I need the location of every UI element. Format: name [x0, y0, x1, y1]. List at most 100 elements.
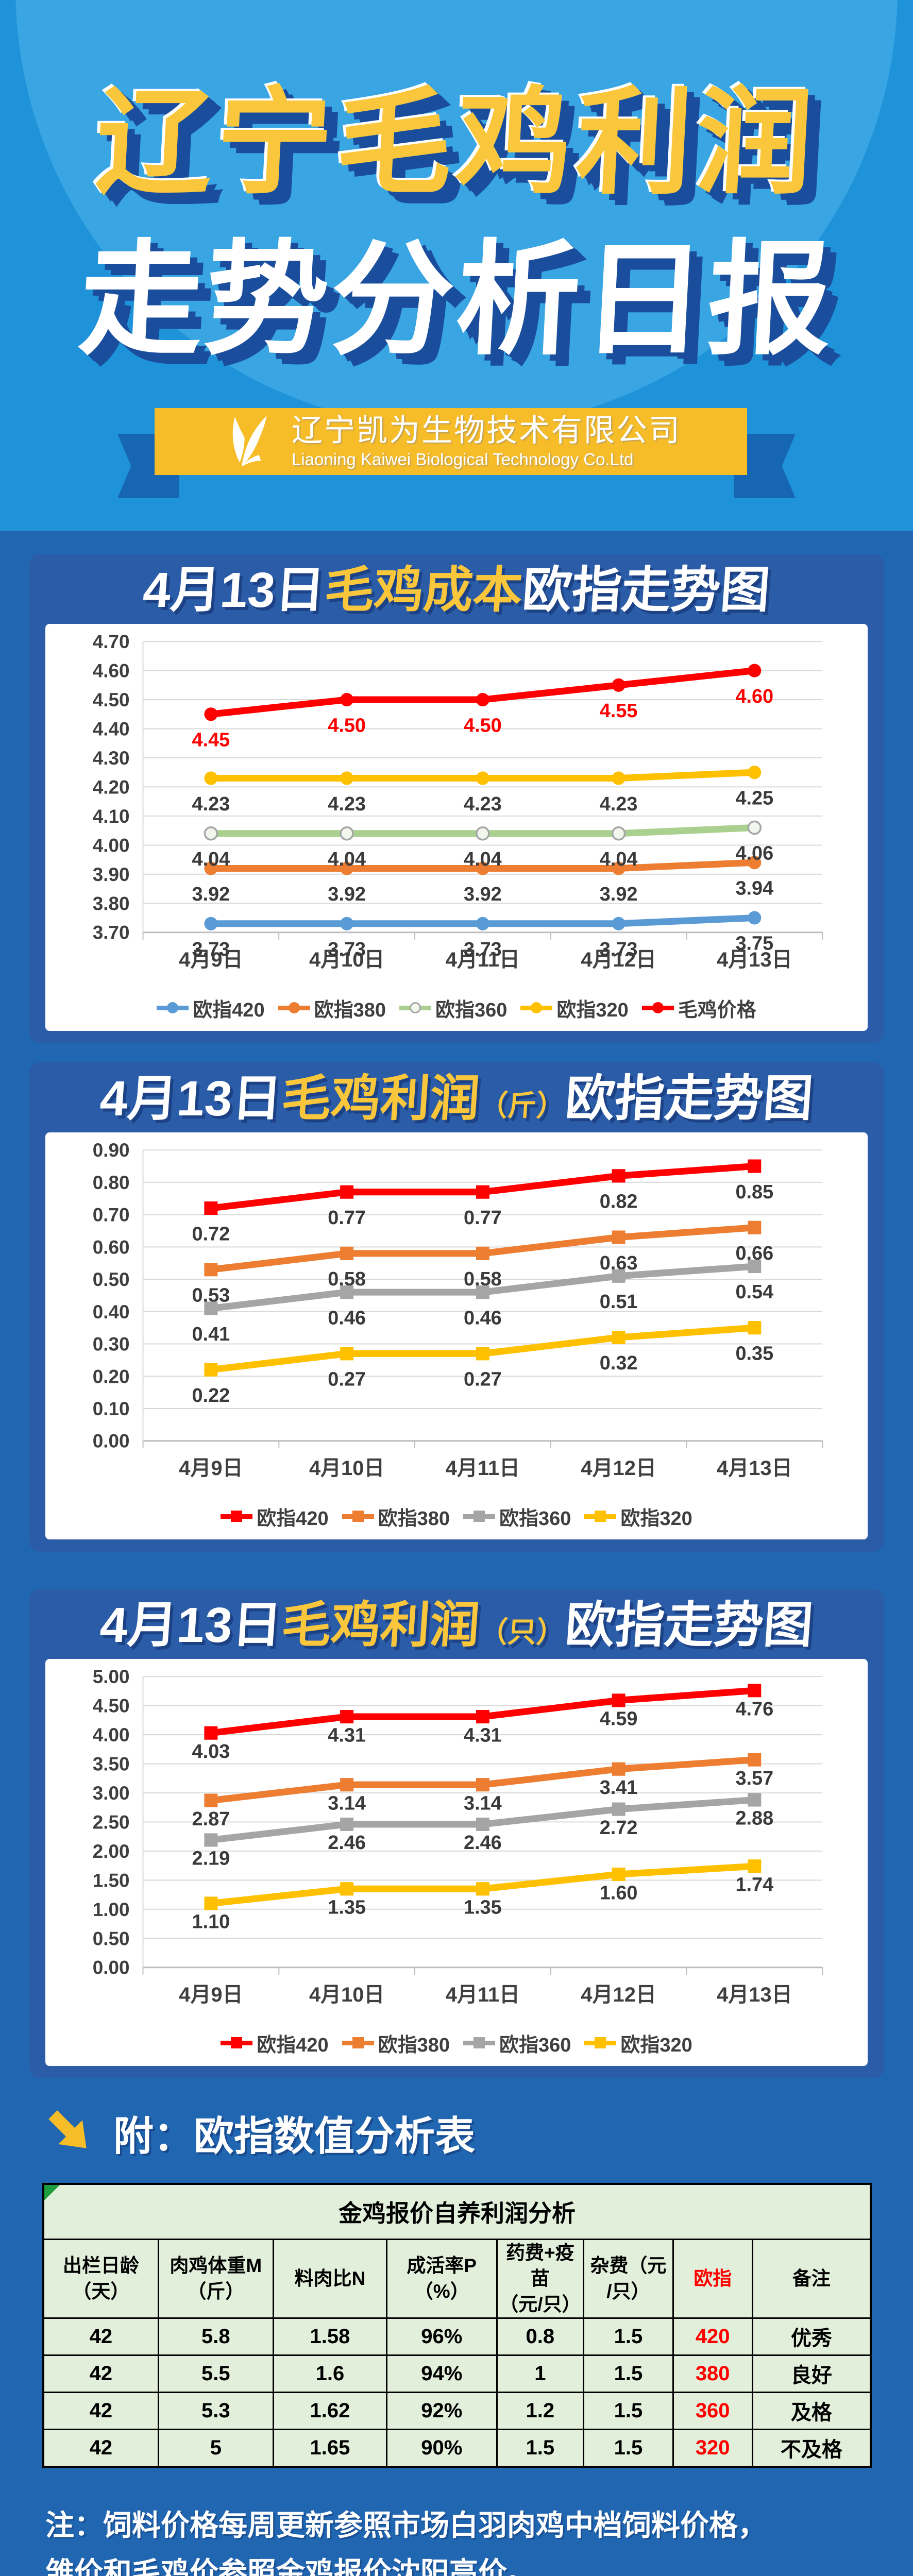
line-chart-profit-bird: 0.00 0.50 1.00 1.50 2.00 2.50 3.00 3.50 4.00 4.50…	[45, 1659, 868, 2027]
analysis-table-wrap: 金鸡报价自养利润分析 出栏日龄 （天） 肉鸡体重M （斤） 料肉比N 成活率P （%） 药费+疫…	[42, 2183, 872, 2468]
svg-text:4.25: 4.25	[735, 788, 773, 809]
svg-text:4.00: 4.00	[93, 835, 130, 856]
table-cell: 42	[42, 2354, 159, 2393]
line-chart-cost: 3.70 3.80 3.90 4.00 4.10 4.20 4.30 4.40 4.50 4.60…	[45, 624, 868, 992]
col-header: 杂费（元/只）	[583, 2239, 674, 2319]
table-cell: 5.5	[157, 2354, 274, 2393]
svg-text:4月12日: 4月12日	[581, 1984, 656, 2006]
svg-text:4月11日: 4月11日	[446, 1984, 520, 2006]
chart-section-profit-jin: 4月13日毛鸡利润（斤）欧指走势图 0.00 0.10 0.20 0.30 0.40 0.…	[29, 1062, 884, 1552]
svg-text:4.45: 4.45	[192, 730, 230, 751]
legend-marker-icon	[278, 1002, 310, 1014]
chart-section-cost: 4月13日毛鸡成本欧指走势图 3.70 3.80 3.90 4.00 4.10 4.20 4…	[29, 554, 884, 1043]
legend-marker-icon	[584, 2037, 617, 2049]
svg-text:0.77: 0.77	[328, 1207, 366, 1229]
table-title: 金鸡报价自养利润分析	[42, 2183, 872, 2240]
svg-text:0.46: 0.46	[328, 1308, 366, 1329]
legend-label: 欧指380	[314, 999, 386, 1021]
svg-text:0.35: 0.35	[735, 1343, 773, 1365]
svg-text:4月10日: 4月10日	[309, 1984, 384, 2006]
company-logo-icon	[232, 415, 267, 467]
svg-text:0.50: 0.50	[93, 1928, 130, 1950]
svg-text:3.75: 3.75	[735, 933, 773, 955]
legend-label: 欧指380	[378, 2034, 450, 2056]
svg-text:4.40: 4.40	[93, 718, 130, 740]
table-cell: 94%	[385, 2354, 498, 2393]
legend-marker-icon	[342, 2037, 374, 2049]
svg-text:4.23: 4.23	[600, 793, 638, 815]
svg-text:4.04: 4.04	[328, 849, 366, 870]
table-cell: 42	[42, 2391, 159, 2430]
legend-marker-icon	[520, 1002, 553, 1014]
svg-text:3.92: 3.92	[328, 884, 366, 905]
svg-text:1.60: 1.60	[600, 1883, 638, 1904]
table-cell: 90%	[385, 2428, 498, 2468]
table-cell: 360	[672, 2391, 753, 2430]
legend-label: 欧指360	[499, 2034, 571, 2056]
table-cell: 1.5	[583, 2428, 674, 2468]
svg-text:4.23: 4.23	[328, 793, 366, 815]
table-cell: 1.2	[496, 2391, 585, 2430]
legend-label: 欧指360	[499, 1507, 571, 1530]
svg-text:4.76: 4.76	[735, 1699, 773, 1720]
svg-text:2.72: 2.72	[600, 1817, 638, 1839]
svg-text:3.73: 3.73	[464, 939, 502, 960]
svg-text:0.30: 0.30	[93, 1333, 130, 1355]
svg-text:3.92: 3.92	[600, 884, 638, 905]
legend-item: 欧指420	[157, 994, 265, 1022]
svg-text:4.30: 4.30	[93, 747, 130, 769]
table-cell: 380	[672, 2354, 753, 2393]
svg-text:4.23: 4.23	[192, 793, 230, 815]
col-header: 出栏日龄 （天）	[42, 2239, 159, 2319]
table-cell: 1.62	[272, 2391, 387, 2430]
svg-text:0.22: 0.22	[192, 1385, 230, 1406]
legend-label: 欧指320	[620, 2034, 692, 2056]
legend-marker-icon	[157, 1002, 189, 1014]
legend-item: 欧指380	[278, 994, 386, 1022]
svg-text:2.00: 2.00	[93, 1840, 130, 1862]
svg-text:4.20: 4.20	[93, 776, 130, 798]
svg-text:3.14: 3.14	[328, 1793, 366, 1815]
svg-text:0.27: 0.27	[328, 1369, 366, 1391]
svg-text:0.46: 0.46	[464, 1308, 502, 1329]
legend-label: 毛鸡价格	[678, 999, 756, 1021]
section-title-profit-jin: 4月13日毛鸡利润（斤）欧指走势图	[98, 1071, 815, 1126]
svg-text:0.51: 0.51	[600, 1291, 638, 1313]
svg-text:4月12日: 4月12日	[581, 1457, 656, 1480]
svg-text:0.32: 0.32	[600, 1353, 638, 1375]
chart-card-profit-jin: 0.00 0.10 0.20 0.30 0.40 0.50 0.60 0.70 0.80 0.90…	[45, 1132, 868, 1540]
svg-text:1.00: 1.00	[93, 1899, 130, 1920]
col-header: 备注	[751, 2239, 872, 2319]
svg-text:1.50: 1.50	[93, 1870, 130, 1891]
main-title-line1: 辽宁毛鸡利润	[93, 78, 820, 208]
col-header: 药费+疫苗 （元/只）	[496, 2239, 585, 2319]
svg-text:4月13日: 4月13日	[717, 948, 792, 971]
svg-text:4月9日: 4月9日	[179, 1457, 243, 1480]
table-cell: 1.65	[272, 2428, 387, 2468]
svg-text:2.87: 2.87	[192, 1808, 230, 1830]
svg-text:1.35: 1.35	[328, 1897, 366, 1919]
svg-text:4月13日: 4月13日	[717, 1457, 792, 1480]
legend-marker-icon	[221, 1511, 253, 1522]
table-cell: 1.5	[583, 2317, 674, 2356]
svg-text:4.50: 4.50	[464, 715, 502, 737]
svg-text:3.73: 3.73	[600, 939, 638, 960]
svg-text:4.70: 4.70	[93, 631, 130, 652]
legend-marker-icon	[463, 2037, 495, 2049]
company-banner: 辽宁凯为生物技术有限公司 Liaoning Kaiwei Biological …	[155, 408, 747, 475]
svg-text:0.85: 0.85	[735, 1181, 773, 1203]
table-cell: 92%	[385, 2391, 498, 2430]
legend-item: 欧指320	[520, 994, 629, 1022]
table-cell: 5	[157, 2428, 274, 2468]
legend-marker-icon	[641, 1002, 674, 1014]
main-title-line2: 走势分析日报	[75, 231, 838, 369]
legend-item: 欧指320	[584, 1502, 692, 1531]
svg-text:4.60: 4.60	[735, 686, 773, 707]
table-cell: 5.3	[157, 2391, 274, 2430]
svg-text:1.74: 1.74	[735, 1874, 773, 1896]
svg-text:4.03: 4.03	[192, 1741, 230, 1762]
svg-text:4.60: 4.60	[93, 660, 130, 682]
svg-text:2.46: 2.46	[328, 1832, 366, 1854]
legend-label: 欧指320	[556, 999, 629, 1021]
